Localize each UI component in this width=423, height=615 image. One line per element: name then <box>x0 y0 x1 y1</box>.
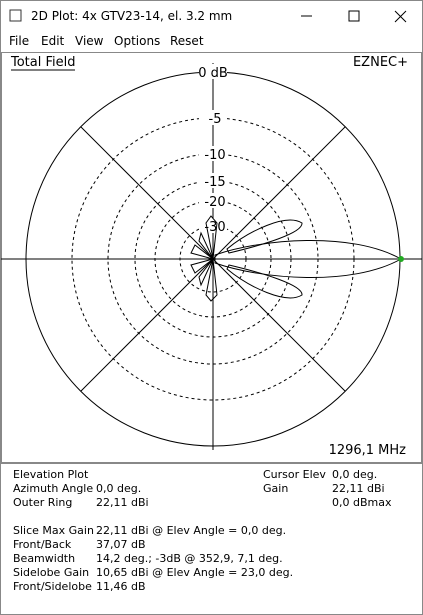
result-label: Sidelobe Gain <box>13 566 90 579</box>
ring-label-bg <box>199 110 227 125</box>
cursor-label: Gain <box>263 482 289 495</box>
result-value: 11,46 dB <box>96 580 146 593</box>
cursor-label: Cursor Elev <box>263 468 326 481</box>
ring-label-bg <box>199 146 227 161</box>
result-value: 22,11 dBi @ Elev Angle = 0,0 deg. <box>96 524 287 537</box>
diagonal-line <box>212 126 346 260</box>
plot-type: Elevation Plot <box>13 468 89 481</box>
close-button[interactable] <box>394 10 407 23</box>
param-value: 0,0 deg. <box>96 482 142 495</box>
menu-item[interactable]: View <box>75 34 104 48</box>
result-label: Slice Max Gain <box>13 524 94 537</box>
cursor-value: 0,0 deg. <box>332 468 378 481</box>
ring-label-bg <box>199 64 227 79</box>
ring-label: -20 <box>204 195 225 210</box>
app-icon <box>9 9 22 22</box>
menu-item[interactable]: File <box>9 34 30 48</box>
maximize-button[interactable] <box>348 10 360 22</box>
result-label: Front/Sidelobe <box>13 580 92 593</box>
ring-label: -15 <box>204 175 225 190</box>
back-lobes <box>190 215 218 302</box>
ring-label: -30 <box>204 220 225 235</box>
cursor-value: 0,0 dBmax <box>332 496 392 509</box>
pattern <box>190 215 404 302</box>
side-lobe <box>226 219 303 254</box>
menu-item[interactable]: Options <box>114 34 161 48</box>
window-title: 2D Plot: 4x GTV23-14, el. 3.2 mm <box>31 9 233 23</box>
ring <box>71 117 355 401</box>
ring-label-bg <box>199 193 227 208</box>
ring-label: -5 <box>209 112 222 127</box>
plot-area: Total Field EZNEC+ 1296,1 MHz 0 dB -5 -10 -… <box>1 52 422 463</box>
param-label: Outer Ring <box>13 496 73 509</box>
ring-label-bg <box>199 218 227 233</box>
result-value: 37,07 dB <box>96 538 146 551</box>
menu-bar: File Edit View Options Reset <box>1 32 422 52</box>
ring <box>179 225 247 293</box>
plot-label: Total Field <box>10 55 76 70</box>
result-value: 10,65 dBi @ Elev Angle = 23,0 deg. <box>96 566 294 579</box>
title-bar: 2D Plot: 4x GTV23-14, el. 3.2 mm <box>1 1 422 31</box>
cursor-value: 22,11 dBi <box>332 482 385 495</box>
ring-label-bg <box>199 173 227 188</box>
diagonal-line <box>80 126 214 260</box>
diagonal-line <box>212 258 346 392</box>
brand: EZNEC+ <box>353 55 408 70</box>
ring-label: -10 <box>204 148 225 163</box>
frequency: 1296,1 MHz <box>329 443 407 458</box>
menu-item[interactable]: Edit <box>41 34 65 48</box>
menu-item[interactable]: Reset <box>170 34 204 48</box>
info-panel: Elevation Plot Azimuth Angle 0,0 deg. Outer… <box>1 463 422 615</box>
cursor[interactable] <box>398 256 404 262</box>
title-icons <box>9 9 407 23</box>
result-label: Front/Back <box>13 538 72 551</box>
param-label: Azimuth Angle <box>13 482 94 495</box>
param-value: 22,11 dBi <box>96 496 149 509</box>
side-lobe <box>226 264 303 299</box>
ring-label: 0 dB <box>198 66 228 81</box>
result-value: 14,2 deg.; -3dB @ 352,9, 7,1 deg. <box>96 552 283 565</box>
diagonal-line <box>80 258 214 392</box>
result-label: Beamwidth <box>13 552 76 565</box>
